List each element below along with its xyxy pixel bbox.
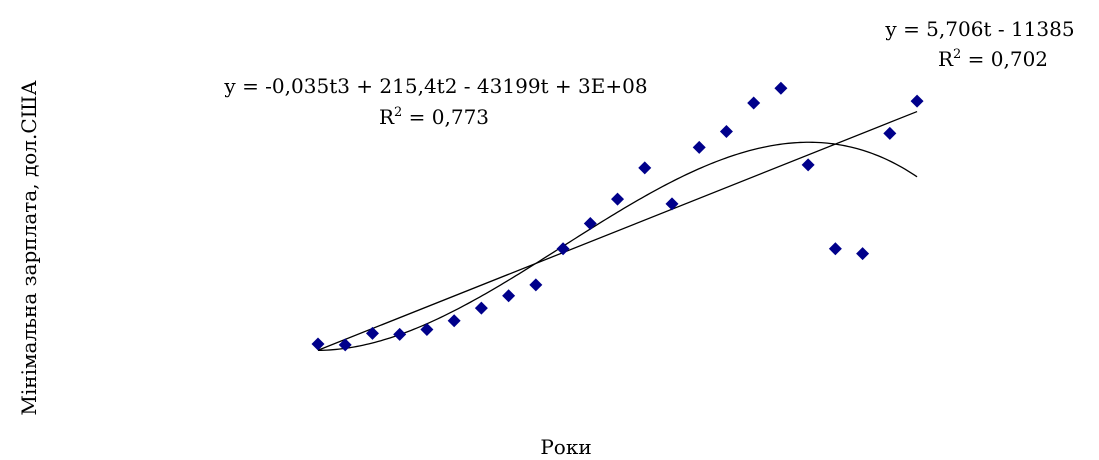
data-point-1 [311, 337, 325, 351]
linear-r2-label: R2 = 0,702 [938, 47, 1048, 71]
data-point-19 [801, 158, 815, 172]
data-point-6 [447, 314, 461, 328]
data-point-17 [747, 96, 761, 110]
data-point-23 [910, 94, 924, 108]
data-point-18 [774, 81, 788, 95]
data-point-3 [365, 326, 379, 340]
data-point-2 [338, 338, 352, 352]
data-point-10 [556, 242, 570, 256]
y-axis-label: Мінімальна зарплата, дол.США [17, 80, 41, 415]
data-point-13 [638, 161, 652, 175]
data-point-20 [828, 242, 842, 256]
data-point-15 [692, 140, 706, 154]
trendline-layer [317, 110, 918, 351]
polynomial-r2-label: R2 = 0,773 [379, 105, 489, 129]
polynomial-equation-label: y = -0,035t3 + 215,4t2 - 43199t + 3E+08 [223, 74, 647, 98]
data-point-22 [883, 126, 897, 140]
data-point-7 [474, 301, 488, 315]
data-point-14 [665, 197, 679, 211]
linear-equation-label: y = 5,706t - 11385 [884, 17, 1074, 41]
linear-trendline [317, 110, 918, 351]
data-point-4 [393, 327, 407, 341]
data-point-9 [529, 278, 543, 292]
data-point-8 [502, 289, 516, 303]
x-axis-label: Роки [540, 435, 591, 459]
data-point-16 [719, 124, 733, 138]
data-point-12 [611, 192, 625, 206]
data-points [311, 81, 924, 352]
data-point-11 [583, 216, 597, 230]
polynomial-trendline [317, 141, 918, 351]
data-point-21 [856, 247, 870, 261]
data-point-5 [420, 323, 434, 337]
